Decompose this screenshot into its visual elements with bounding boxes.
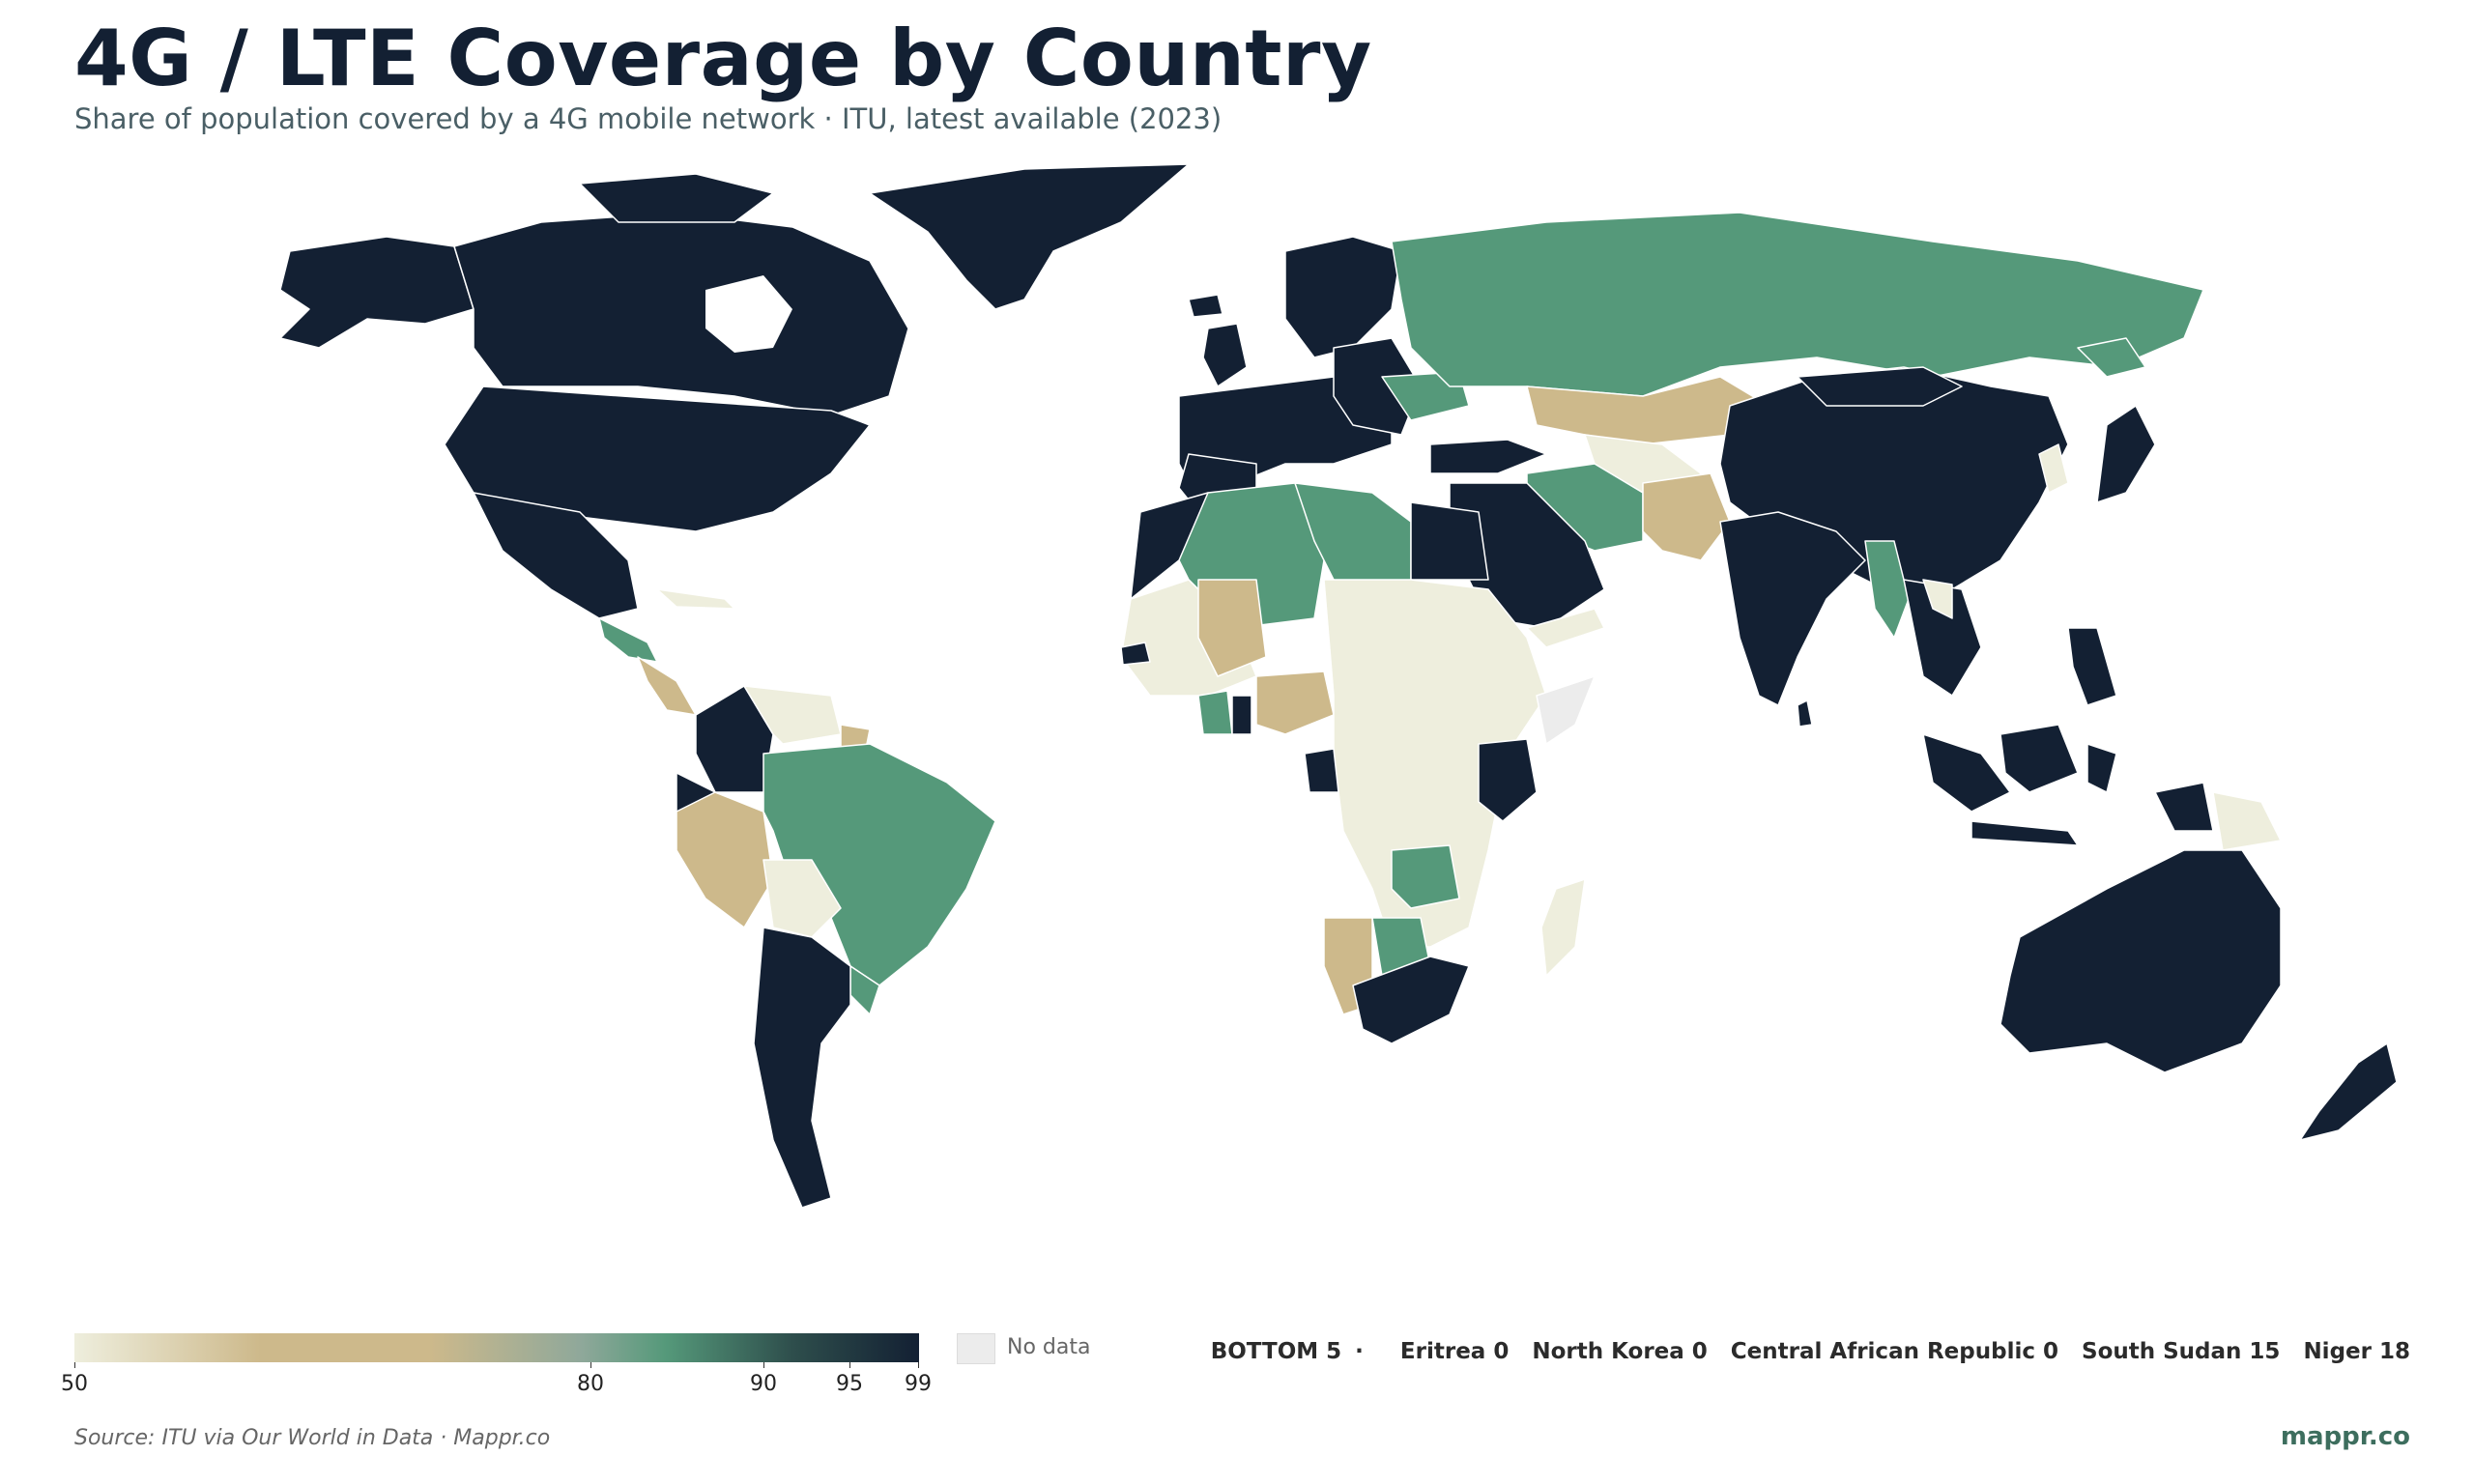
region-sulawesi [2086, 743, 2117, 793]
region-eastern-europe [1333, 337, 1422, 436]
region-south-africa [1352, 956, 1470, 1044]
region-laos [1922, 579, 1953, 619]
source-note: Source: ITU via Our World in Data · Mapp… [74, 1426, 551, 1450]
map-subtitle: Share of population covered by a 4G mobi… [74, 102, 1223, 135]
world-choropleth-map [279, 163, 2398, 1209]
bottom-five-item: Central African Republic 0 [1730, 1339, 2058, 1364]
region-horn [1536, 675, 1596, 745]
no-data-label: No data [1007, 1335, 1091, 1359]
legend-tick-label: 50 [61, 1372, 88, 1396]
region-russia-east [2077, 337, 2146, 378]
region-madagascar [1540, 878, 1586, 977]
region-senegal [1120, 642, 1151, 666]
legend-tick-label: 99 [905, 1372, 932, 1396]
legend-tick-label: 95 [836, 1372, 863, 1396]
legend-tick-mark [918, 1362, 919, 1368]
region-nicaragua-costa-rica [637, 656, 697, 716]
bottom-five-label: BOTTOM 5 [1210, 1339, 1342, 1364]
region-russia [1391, 212, 2204, 397]
color-scale-legend [74, 1333, 919, 1362]
legend-tick-mark [590, 1362, 591, 1368]
region-venezuela [743, 685, 842, 745]
bottom-five-separator: · [1355, 1339, 1364, 1364]
legend-tick-label: 80 [577, 1372, 604, 1396]
region-sri-lanka [1797, 699, 1813, 728]
region-alaska [279, 236, 475, 349]
region-egypt [1410, 501, 1489, 581]
map-title: 4G / LTE Coverage by Country [74, 14, 1372, 103]
region-mali [1197, 579, 1267, 677]
region-nigeria [1255, 671, 1335, 735]
region-kenya [1478, 738, 1538, 822]
region-myanmar [1864, 540, 1910, 639]
region-canada [453, 212, 909, 416]
region-iceland [1188, 294, 1223, 318]
legend-tick-mark [74, 1362, 75, 1368]
region-japan [2096, 405, 2156, 503]
legend-tick-mark [763, 1362, 764, 1368]
region-java [1971, 820, 2079, 846]
region-australia [1999, 849, 2282, 1073]
region-korea [2038, 443, 2069, 494]
region-ghana [1231, 695, 1252, 735]
region-guatemala-honduras [598, 617, 658, 663]
bottom-five-item: North Korea 0 [1532, 1339, 1708, 1364]
region-arctic-islands [579, 173, 774, 223]
region-borneo [1999, 724, 2079, 793]
legend-tick-mark [849, 1362, 850, 1368]
region-yemen [1526, 608, 1605, 648]
region-cote-divoire [1197, 690, 1233, 735]
region-uk [1202, 323, 1248, 387]
brand-link[interactable]: mappr.co [2280, 1422, 2410, 1451]
region-new-guinea-west [2154, 782, 2214, 832]
region-zambia [1391, 844, 1460, 909]
region-greenland [869, 163, 1190, 310]
region-mexico [473, 492, 639, 619]
region-new-zealand [2299, 1042, 2398, 1141]
no-data-swatch [957, 1333, 995, 1364]
region-philippines [2067, 627, 2117, 706]
region-bolivia [762, 859, 842, 938]
region-gabon-congo [1304, 748, 1339, 793]
region-usa [444, 385, 871, 532]
bottom-five-item: Niger 18 [2303, 1339, 2410, 1364]
region-indonesia [1922, 733, 2011, 813]
region-india [1719, 511, 1866, 706]
region-mongolia [1797, 366, 1963, 407]
region-southeast-asia [1903, 579, 1982, 697]
region-pakistan [1642, 472, 1731, 561]
bottom-five-item: Eritrea 0 [1399, 1339, 1510, 1364]
region-cuba [656, 588, 735, 610]
region-argentina-chile [753, 927, 851, 1209]
region-turkey [1429, 439, 1547, 474]
region-hudson-bay [705, 275, 792, 353]
bottom-five-item: South Sudan 15 [2082, 1339, 2281, 1364]
region-scandinavia [1284, 236, 1402, 358]
region-peru [676, 791, 774, 928]
region-papua-new-guinea [2212, 791, 2282, 851]
bottom-five-list: BOTTOM 5 · Eritrea 0 North Korea 0 Centr… [1211, 1339, 2410, 1364]
legend-tick-label: 90 [750, 1372, 777, 1396]
